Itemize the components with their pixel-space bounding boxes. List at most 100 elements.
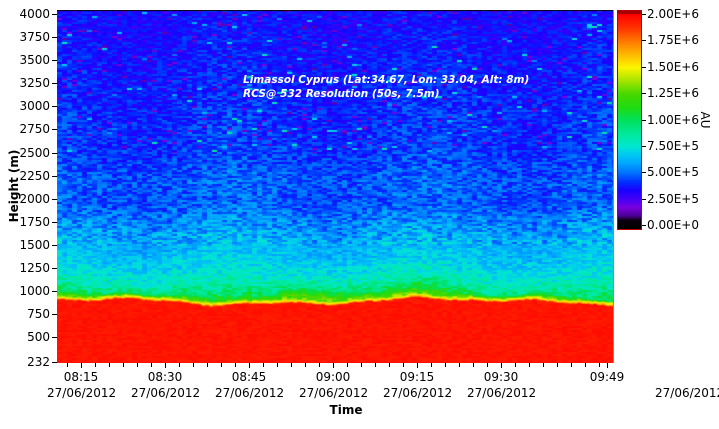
x-tick-date-label: 27/06/2012 — [383, 386, 453, 400]
y-tick-label: 232 — [27, 355, 50, 369]
colorbar-tick-mark — [642, 172, 646, 174]
plot-annotation: Limassol Cyprus (Lat:34.67, Lon: 33.04, … — [243, 73, 529, 101]
x-minor-tick — [263, 363, 264, 367]
y-tick-mark — [52, 291, 57, 293]
x-tick-time-label: 08:45 — [231, 370, 267, 384]
x-minor-tick — [193, 363, 194, 367]
colorbar-unit-label: AU — [698, 111, 712, 129]
x-minor-tick — [109, 363, 110, 367]
x-minor-tick — [599, 363, 600, 367]
y-tick-mark — [52, 267, 57, 269]
x-tick-time-label: 09:30 — [483, 370, 519, 384]
y-tick-mark — [52, 129, 57, 131]
x-minor-tick — [361, 363, 362, 367]
x-minor-tick — [277, 363, 278, 367]
x-minor-tick — [585, 363, 586, 367]
y-tick-label: 3000 — [19, 99, 50, 114]
x-tick-date-label: 27/06/2012 — [215, 386, 285, 400]
y-tick-label: 500 — [27, 330, 50, 345]
annotation-line1: Limassol Cyprus (Lat:34.67, Lon: 33.04, … — [243, 74, 530, 86]
colorbar-tick-label: 7.50E+5 — [647, 139, 699, 153]
x-major-tick — [81, 363, 82, 368]
x-major-tick — [501, 363, 502, 368]
y-tick-label: 2500 — [19, 145, 50, 160]
x-minor-tick — [179, 363, 180, 367]
y-tick-label: 1000 — [19, 284, 50, 299]
y-tick-mark — [52, 83, 57, 85]
y-axis-title: Height (m) — [7, 149, 21, 223]
x-tick-date-label: 27/06/2012 — [655, 386, 719, 400]
x-minor-tick — [305, 363, 306, 367]
y-tick-label: 3750 — [19, 30, 50, 45]
x-minor-tick — [529, 363, 530, 367]
y-tick-label: 2250 — [19, 168, 50, 183]
y-tick-label: 1500 — [19, 237, 50, 252]
x-major-tick — [249, 363, 250, 368]
x-minor-tick — [137, 363, 138, 367]
x-tick-date-label: 27/06/2012 — [47, 386, 117, 400]
plot-right-border — [613, 10, 614, 363]
colorbar-tick-mark — [642, 119, 646, 121]
colorbar-tick-label: 1.75E+6 — [647, 33, 699, 48]
y-tick-mark — [52, 244, 57, 246]
x-tick-time-label: 08:30 — [147, 370, 183, 384]
colorbar-tick-label: 1.50E+6 — [647, 59, 699, 74]
y-tick-mark — [52, 337, 57, 339]
x-minor-tick — [347, 363, 348, 367]
x-tick-date-label: 27/06/2012 — [131, 386, 201, 400]
x-tick-time-label: 09:15 — [399, 370, 435, 384]
x-tick-date-label: 27/06/2012 — [299, 386, 369, 400]
x-minor-tick — [473, 363, 474, 367]
x-axis-title: Time — [329, 403, 363, 417]
annotation-line2: RCS@ 532 Resolution (50s, 7.5m) — [243, 88, 440, 100]
x-minor-tick — [207, 363, 208, 367]
colorbar-tick-label: 1.25E+6 — [647, 86, 699, 101]
x-minor-tick — [459, 363, 460, 367]
colorbar-tick-label: 1.00E+6 — [647, 112, 699, 127]
x-major-tick — [417, 363, 418, 368]
x-major-tick — [165, 363, 166, 368]
y-tick-mark — [52, 198, 57, 200]
y-tick-mark — [52, 60, 57, 62]
x-minor-tick — [543, 363, 544, 367]
y-tick-mark — [52, 221, 57, 223]
x-minor-tick — [403, 363, 404, 367]
y-tick-label: 3500 — [19, 53, 50, 68]
x-minor-tick — [95, 363, 96, 367]
x-minor-tick — [487, 363, 488, 367]
x-major-tick — [333, 363, 334, 368]
y-tick-label: 750 — [27, 307, 50, 322]
x-minor-tick — [221, 363, 222, 367]
x-tick-time-label: 09:00 — [315, 370, 351, 384]
colorbar-tick-mark — [642, 14, 646, 15]
x-minor-tick — [291, 363, 292, 367]
colorbar — [617, 10, 642, 230]
x-minor-tick — [151, 363, 152, 367]
y-tick-label: 2750 — [19, 122, 50, 137]
y-tick-label: 3250 — [19, 76, 50, 91]
colorbar-tick-mark — [642, 225, 646, 227]
x-minor-tick — [515, 363, 516, 367]
y-tick-mark — [52, 14, 57, 15]
x-minor-tick — [235, 363, 236, 367]
y-tick-label: 1750 — [19, 214, 50, 229]
colorbar-tick-mark — [642, 66, 646, 68]
x-minor-tick — [375, 363, 376, 367]
y-tick-label: 1250 — [19, 260, 50, 275]
colorbar-tick-mark — [642, 198, 646, 200]
x-minor-tick — [431, 363, 432, 367]
x-major-tick — [607, 363, 608, 368]
x-minor-tick — [319, 363, 320, 367]
y-tick-mark — [52, 362, 57, 363]
colorbar-tick-label: 5.00E+5 — [647, 165, 699, 180]
x-tick-time-label: 09:49 — [589, 370, 625, 384]
colorbar-tick-label: 0.00E+0 — [647, 218, 699, 233]
x-minor-tick — [123, 363, 124, 367]
plot-area: Limassol Cyprus (Lat:34.67, Lon: 33.04, … — [57, 10, 613, 363]
y-tick-mark — [52, 37, 57, 39]
colorbar-tick-mark — [642, 40, 646, 42]
x-minor-tick — [571, 363, 572, 367]
x-tick-time-label: 08:15 — [63, 370, 99, 384]
y-tick-mark — [52, 106, 57, 108]
